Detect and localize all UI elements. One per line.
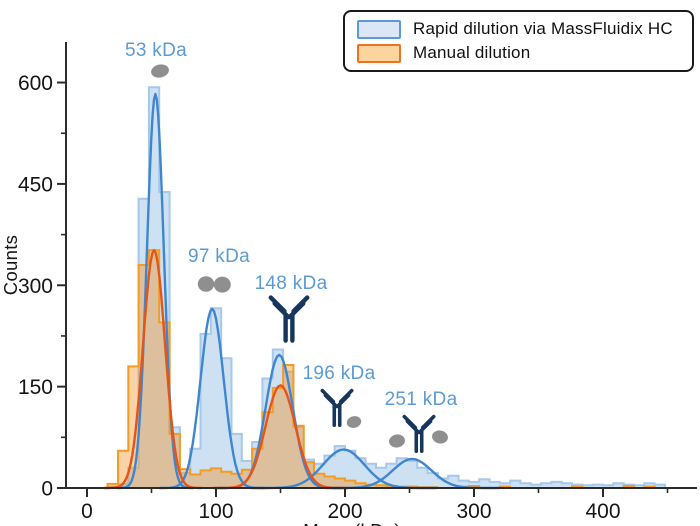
y-axis-title: Counts <box>0 235 21 295</box>
legend-label-rapid-dilution: Rapid dilution via MassFluidix HC <box>413 19 673 38</box>
monomer-icon <box>151 64 169 78</box>
y-tick-label: 150 <box>18 376 53 399</box>
antibody-icon <box>268 295 310 343</box>
x-tick-label: 400 <box>585 500 620 523</box>
legend-item-rapid-dilution: Rapid dilution via MassFluidix HC <box>357 19 682 39</box>
rapid-dilution-fit-curve-97kda <box>158 307 266 490</box>
y-tick-label: 300 <box>18 275 53 298</box>
x-axis-title: Mass (kDa) <box>303 520 401 526</box>
dimer-icon <box>197 276 215 292</box>
histograms <box>106 86 666 489</box>
legend-swatch-manual-dilution <box>357 43 401 63</box>
antibody-icon <box>402 414 436 454</box>
manual-dilution-fit-curve-52kda <box>103 248 203 490</box>
antibody-icon <box>320 388 354 428</box>
dimer-icon <box>213 276 231 293</box>
x-tick-label: 300 <box>456 500 491 523</box>
annotation-251-kda: 251 kDa <box>385 389 458 410</box>
y-tick-label: 0 <box>41 478 53 501</box>
protein-blob-icon <box>389 434 405 448</box>
annotation-97-kda: 97 kDa <box>188 246 250 267</box>
legend: Rapid dilution via MassFluidix HC Manual… <box>343 10 694 72</box>
protein-blob-icon <box>432 430 448 444</box>
manual-dilution-fit-curve-150kda <box>212 384 349 490</box>
annotation-53-kda: 53 kDa <box>125 40 187 61</box>
legend-label-manual-dilution: Manual dilution <box>413 43 531 62</box>
annotation-148-kda: 148 kDa <box>255 273 328 294</box>
y-tick-label: 450 <box>18 173 53 196</box>
annotation-196-kda: 196 kDa <box>303 363 376 384</box>
legend-swatch-rapid-dilution <box>357 19 401 39</box>
rapid-dilution-histogram <box>106 86 666 489</box>
x-tick-label: 200 <box>327 500 362 523</box>
y-tick-label: 600 <box>18 72 53 95</box>
legend-item-manual-dilution: Manual dilution <box>357 43 682 63</box>
x-tick-label: 0 <box>81 500 93 523</box>
protein-blob-icon <box>346 416 362 428</box>
x-tick-label: 100 <box>198 500 233 523</box>
axes: 0 100 200 300 400 0 150 300 450 600 <box>18 42 697 523</box>
